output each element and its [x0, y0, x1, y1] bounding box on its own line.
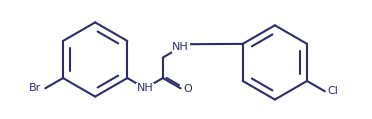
Text: Cl: Cl [328, 86, 339, 96]
Text: NH: NH [137, 83, 153, 93]
Text: NH: NH [172, 42, 189, 52]
Text: O: O [183, 84, 192, 94]
Text: Br: Br [29, 83, 41, 93]
